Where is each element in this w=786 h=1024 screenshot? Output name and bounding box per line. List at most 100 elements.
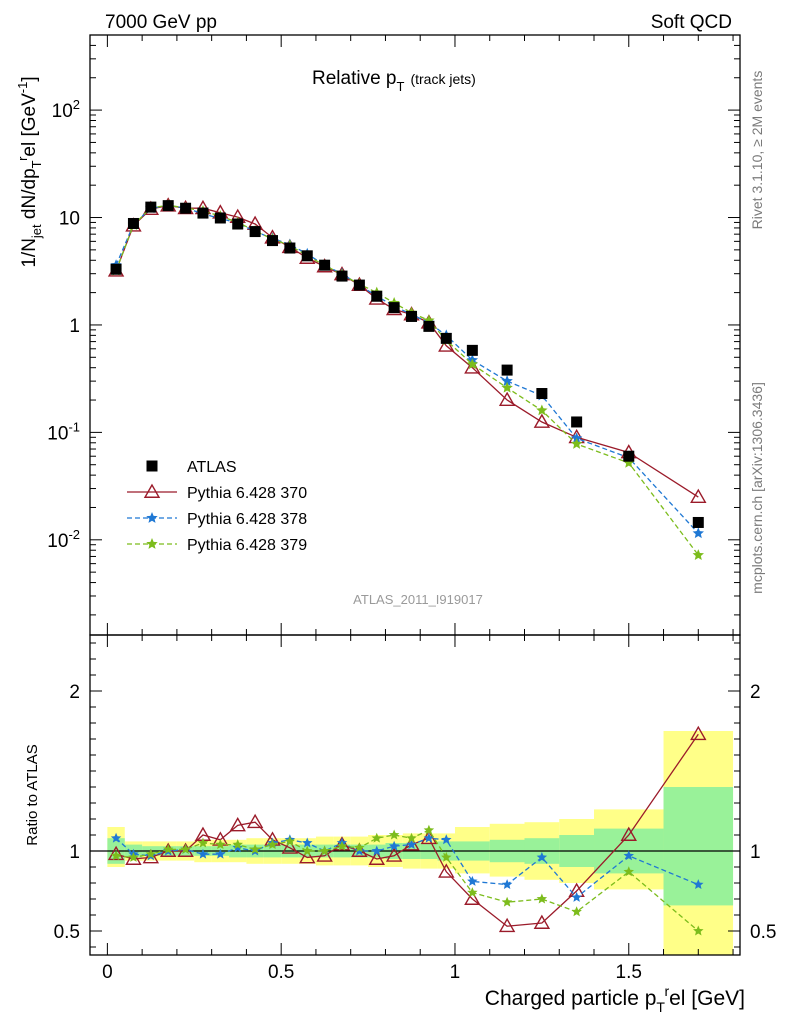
star-marker	[388, 840, 400, 851]
x-tick-label: 0.5	[268, 962, 294, 983]
x-tick-label: 1.5	[616, 962, 642, 983]
data-point-marker	[180, 202, 192, 214]
star-marker	[693, 925, 704, 936]
star-marker	[423, 832, 435, 843]
data-point-marker	[127, 217, 139, 229]
star-marker	[249, 843, 261, 854]
star-marker	[466, 358, 479, 370]
star-marker	[406, 832, 417, 843]
legend-label: Pythia 6.428 378	[187, 511, 307, 528]
star-marker	[406, 839, 417, 850]
legend-entry: ATLAS	[146, 459, 237, 476]
data-point-marker	[440, 332, 452, 344]
data-point-marker	[232, 218, 244, 230]
data-point-marker	[571, 416, 583, 428]
star-marker	[302, 837, 313, 848]
star-marker	[536, 404, 548, 416]
triangle-marker	[620, 826, 637, 841]
data-point-marker	[319, 259, 331, 271]
ratio-y-tick-label-right: 2	[750, 682, 761, 703]
star-marker	[146, 512, 158, 523]
star-marker	[354, 845, 365, 856]
triangle-marker	[246, 813, 264, 829]
triangle-marker	[438, 337, 455, 352]
star-marker	[536, 893, 548, 904]
star-marker	[232, 839, 243, 850]
triangle-marker	[229, 816, 246, 832]
triangle-marker	[464, 890, 481, 905]
data-point-marker	[214, 212, 226, 224]
data-point-marker	[371, 290, 383, 302]
data-point-marker	[423, 320, 435, 332]
data-point-marker	[623, 450, 635, 462]
data-point-marker	[301, 250, 313, 262]
star-marker	[371, 845, 382, 856]
data-point-marker	[353, 279, 365, 291]
star-marker	[197, 837, 209, 848]
star-marker	[302, 845, 313, 856]
lower-y-axis-label: Ratio to ATLAS	[24, 744, 41, 845]
plot-title: Relative pT (track jets)	[312, 68, 476, 94]
star-marker	[197, 848, 209, 859]
star-marker	[354, 842, 365, 853]
data-point-marker	[501, 364, 513, 376]
star-marker	[319, 845, 330, 856]
y-tick-label: 10	[59, 209, 80, 230]
main-series-pythia-6-428-370	[107, 197, 707, 504]
star-marker	[570, 437, 583, 449]
triangle-marker	[533, 413, 551, 428]
star-marker	[110, 850, 122, 861]
data-point-marker	[146, 460, 158, 472]
star-marker	[467, 875, 478, 886]
legend-entry: Pythia 6.428 379	[127, 537, 307, 554]
data-point-marker	[249, 226, 261, 238]
rivet-label: Rivet 3.1.10, ≥ 2M events	[749, 71, 765, 230]
header-left: 7000 GeV pp	[105, 12, 217, 33]
star-marker	[336, 840, 348, 851]
triangle-marker	[385, 847, 403, 862]
triangle-marker	[533, 914, 551, 929]
ratio-y-tick-label-right: 1	[750, 842, 761, 863]
ratio-plot-frame	[89, 634, 741, 956]
data-point-marker	[197, 207, 209, 219]
y-tick-label: 10-1	[47, 419, 80, 444]
star-marker	[501, 879, 513, 890]
star-marker	[441, 834, 452, 845]
triangle-marker	[368, 850, 385, 865]
triangle-marker	[690, 725, 707, 741]
triangle-marker	[281, 839, 299, 854]
star-marker	[501, 896, 513, 907]
legend-label: ATLAS	[187, 459, 237, 476]
star-marker	[284, 835, 296, 846]
star-marker	[501, 381, 513, 393]
upper-y-axis-label: 1/Njet dN/dpTrel [GeV-1]	[15, 76, 44, 267]
legend-label: Pythia 6.428 370	[187, 485, 307, 502]
legend-entry: Pythia 6.428 378	[127, 511, 307, 528]
x-axis-label: Charged particle pTrel [GeV]	[485, 983, 745, 1015]
ratio-line	[115, 837, 699, 899]
triangle-marker	[690, 488, 707, 504]
y-tick-label: 10-2	[47, 527, 80, 552]
star-marker	[162, 843, 174, 854]
header-right: Soft QCD	[651, 12, 732, 33]
star-marker	[623, 456, 635, 468]
y-tick-label: 1	[69, 316, 80, 337]
star-marker	[128, 851, 139, 862]
main-series-pythia-6-428-379	[110, 199, 704, 560]
star-marker	[441, 851, 452, 862]
mcplots-label: mcplots.cern.ch [arXiv:1306.3436]	[749, 382, 765, 594]
ratio-y-tick-label-right: 0.5	[750, 922, 776, 943]
star-marker	[267, 839, 278, 850]
star-marker	[110, 832, 122, 843]
triangle-marker	[143, 483, 161, 498]
data-point-marker	[336, 270, 348, 282]
data-point-marker	[692, 516, 704, 528]
triangle-marker	[498, 917, 516, 933]
triangle-marker	[333, 836, 351, 851]
star-marker	[536, 851, 548, 862]
star-marker	[571, 891, 582, 902]
star-marker	[692, 549, 704, 560]
star-marker	[501, 375, 513, 386]
legend-label: Pythia 6.428 379	[187, 537, 307, 554]
triangle-marker	[498, 391, 516, 406]
